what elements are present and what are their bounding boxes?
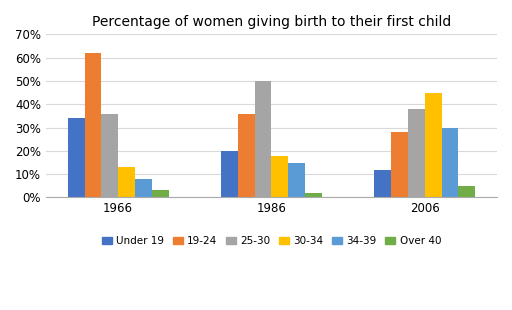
Bar (458, 186, 475, 197)
Bar (374, 170, 391, 197)
Bar (408, 109, 425, 197)
Bar (101, 113, 118, 197)
Bar (425, 93, 441, 197)
Bar (254, 81, 271, 197)
Bar (441, 128, 458, 197)
Bar (152, 191, 168, 197)
Bar (288, 162, 305, 197)
Bar (271, 156, 288, 197)
Bar (391, 132, 408, 197)
Bar (118, 167, 135, 197)
Bar (221, 151, 238, 197)
Bar (135, 179, 152, 197)
Title: Percentage of women giving birth to their first child: Percentage of women giving birth to thei… (92, 15, 451, 29)
Legend: Under 19, 19-24, 25-30, 30-34, 34-39, Over 40: Under 19, 19-24, 25-30, 30-34, 34-39, Ov… (98, 232, 445, 250)
Bar (84, 53, 101, 197)
Bar (305, 193, 322, 197)
Bar (68, 118, 84, 197)
Bar (238, 113, 254, 197)
